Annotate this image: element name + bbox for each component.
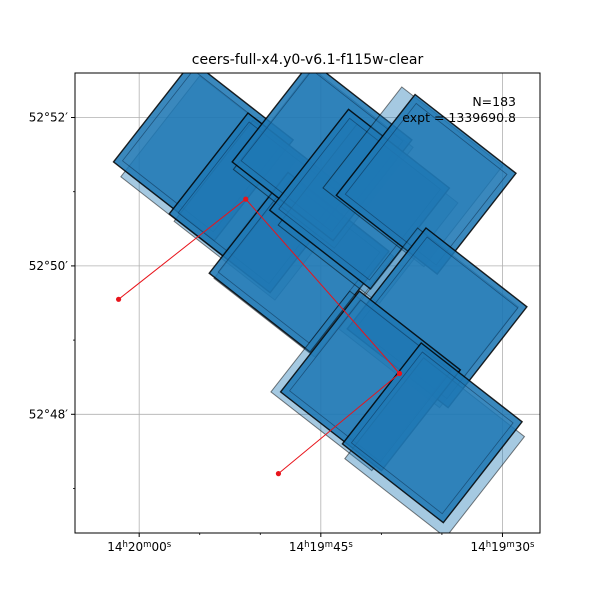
y-tick-label-2: 52°48′ bbox=[29, 407, 69, 421]
exptime-annotation: expt = 1339690.8 bbox=[402, 110, 516, 125]
track-point-3 bbox=[275, 471, 282, 477]
x-tick-label-1: 14h19m45s bbox=[289, 540, 354, 554]
footprint-tile-inner-17 bbox=[350, 351, 514, 515]
track-line bbox=[118, 198, 401, 474]
track-point-2 bbox=[396, 370, 403, 377]
pointing-track bbox=[115, 196, 403, 477]
y-axis-tick-labels: 52°52′ 52°50′ 52°48′ bbox=[29, 111, 69, 422]
track-point-1 bbox=[243, 196, 249, 202]
x-axis-tick-labels: 14h20m00s 14h19m45s 14h19m30s bbox=[107, 540, 535, 554]
chart-title: ceers-full-x4.y0-v6.1-f115w-clear bbox=[192, 52, 424, 68]
count-annotation: N=183 bbox=[472, 94, 516, 109]
y-tick-label-0: 52°52′ bbox=[29, 111, 69, 125]
exposure-footprints bbox=[112, 73, 528, 533]
plot-frame bbox=[74, 72, 541, 534]
footprint-tile-17 bbox=[341, 342, 524, 524]
track-point-0 bbox=[115, 296, 122, 302]
x-tick-label-2: 14h19m30s bbox=[470, 540, 535, 554]
axis-ticks bbox=[71, 117, 503, 537]
y-tick-label-1: 52°50′ bbox=[29, 259, 69, 273]
x-tick-label-0: 14h20m00s bbox=[107, 540, 172, 554]
